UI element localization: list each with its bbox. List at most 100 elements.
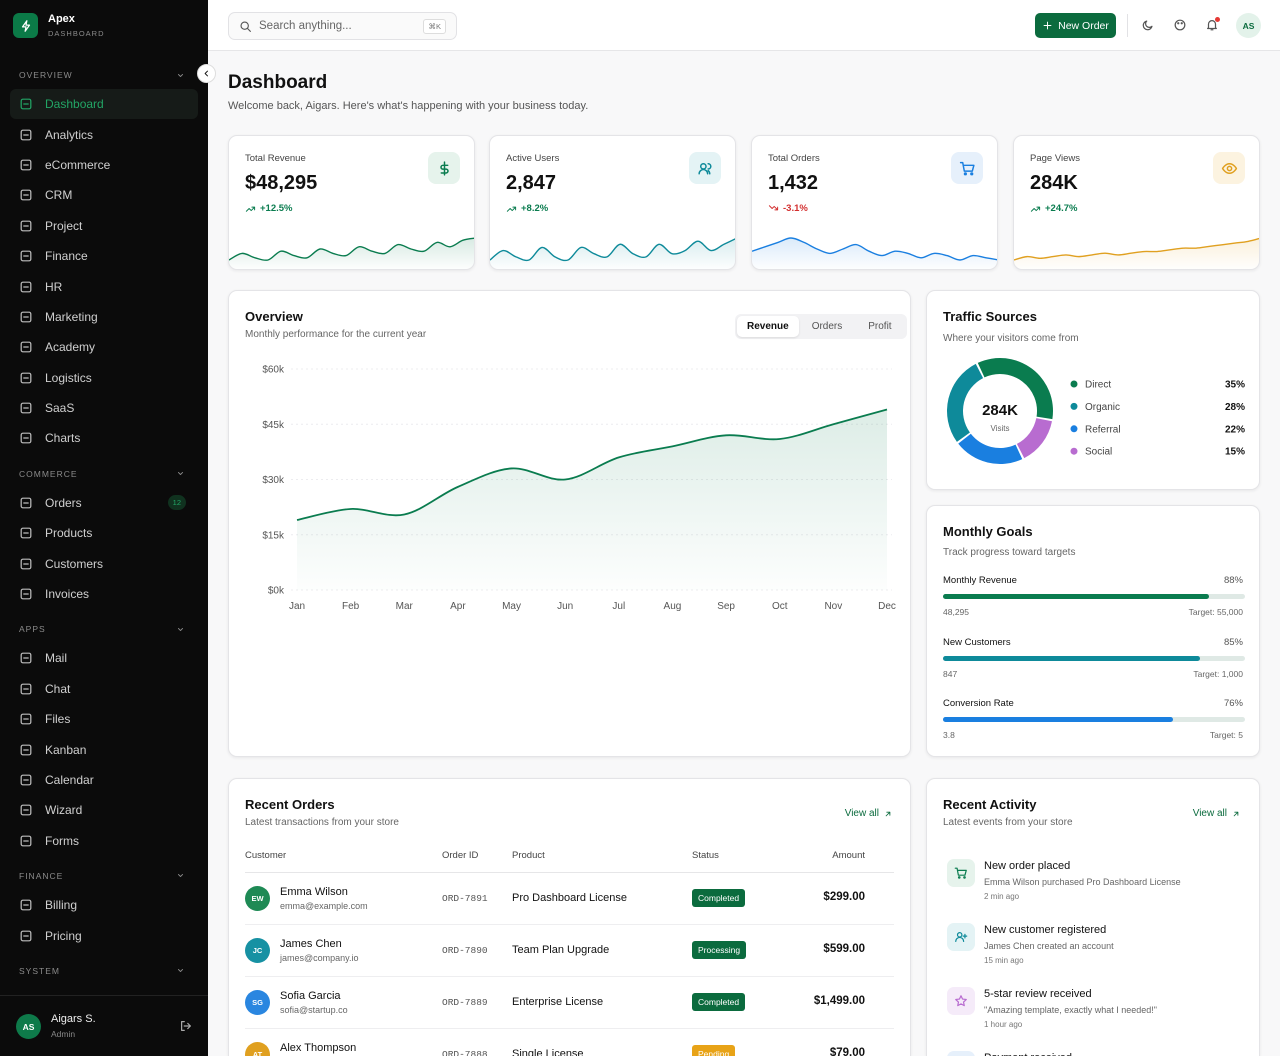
icon [20,744,32,756]
goal-track [943,655,1245,661]
y-tick-label: $60k [262,365,285,376]
icon [20,402,32,414]
icon-part [1043,21,1052,30]
icon-part [20,930,32,941]
order-id: ORD-7891 [442,893,488,904]
nav-item[interactable]: Invoices [10,579,198,609]
icon [20,774,32,786]
tab[interactable]: Profit [868,321,892,332]
view-all[interactable]: View all [1193,808,1241,819]
nav-item[interactable]: Finance [10,241,198,271]
nav-item[interactable]: SaaS [10,393,198,423]
topbar: Search anything... ⌘K New Order AS [208,0,1280,51]
nav-section[interactable]: SYSTEM [10,957,198,985]
stat-change: -3.1% [768,203,808,214]
logout[interactable] [179,1019,193,1038]
notifications[interactable] [1205,17,1220,32]
nav-item[interactable]: Calendar [10,765,198,795]
goal-percent: 88% [1223,575,1243,586]
icon [955,995,967,1007]
icon [1221,162,1237,174]
icon [21,19,30,32]
icon-part [969,171,973,175]
nav-section[interactable]: OVERVIEW [10,61,198,89]
view-all[interactable]: View all [845,808,893,819]
activity-icon [947,859,975,887]
nav-item[interactable]: CRM [10,180,198,210]
nav-item[interactable]: Customers [10,548,198,578]
card-subtitle: Monthly performance for the current year [245,329,427,340]
nav-item[interactable]: eCommerce [10,150,198,180]
goal-bar [943,717,1173,722]
nav-item[interactable]: Project [10,211,198,241]
new-order-label: New Order [1058,19,1109,32]
legend-dot [1070,425,1078,433]
nav-item[interactable]: Files [10,704,198,734]
nav-label: Dashboard [45,97,104,112]
stat-card: Total Revenue $48,295 +12.5% [228,135,475,270]
icon [20,497,32,509]
nav-section-title: OVERVIEW [19,70,73,80]
stat-change: +8.2% [506,203,548,214]
icon-part [1030,206,1041,212]
nav-item[interactable]: Logistics [10,363,198,393]
nav-item[interactable]: Mail [10,643,198,673]
icon [20,189,32,201]
nav-item[interactable]: Billing [10,890,198,920]
icon [20,804,32,816]
nav-label: Mail [45,651,68,666]
theme-toggle[interactable] [1141,18,1155,32]
customer-email: james@company.io [280,953,359,963]
icon-part [245,206,256,212]
page-title: Dashboard [228,72,328,93]
nav-section[interactable]: COMMERCE [10,460,198,488]
icon [181,1021,191,1031]
icon-part [20,98,32,110]
palette[interactable] [1173,18,1187,32]
y-tick-label: $45k [262,420,285,431]
icon [20,341,32,353]
icon [177,73,184,77]
icon [20,250,32,262]
sparkline [752,237,997,269]
nav-item[interactable]: Pricing [10,920,198,950]
nav-item[interactable]: Wizard [10,795,198,825]
new-order-button[interactable]: New Order [1035,13,1116,38]
nav-item[interactable]: HR [10,271,198,301]
stat-value: 1,432 [768,172,819,194]
nav-item[interactable]: Analytics [10,119,198,149]
collapse-button[interactable] [197,64,216,83]
nav-label: Pricing [45,928,82,943]
nav-item[interactable]: Orders 12 [10,488,198,518]
icon-part [20,220,32,232]
page-subtitle: Welcome back, Aigars. Here's what's happ… [228,100,589,112]
tab[interactable]: Orders [811,321,843,332]
nav-item[interactable]: Dashboard [10,89,198,120]
search-box[interactable]: Search anything... ⌘K [228,12,457,40]
nav-section[interactable]: FINANCE [10,862,198,890]
icon-part [20,744,32,756]
nav-item[interactable]: Charts [10,423,198,453]
nav-item[interactable]: Products [10,518,198,548]
x-tick-label: Oct [772,601,788,612]
nav-item[interactable]: Forms [10,826,198,856]
card-subtitle: Latest transactions from your store [245,817,399,828]
goal-target: Target: 55,000 [1188,607,1243,617]
goal-track [943,594,1245,599]
icon [20,899,32,911]
avatar[interactable]: AS [1236,13,1261,38]
nav-item[interactable]: Kanban [10,734,198,764]
nav-item[interactable]: Chat [10,674,198,704]
sparkline-line [490,238,735,262]
product: Enterprise License [512,996,604,1008]
nav-item[interactable]: Academy [10,332,198,362]
nav-item[interactable]: Marketing [10,302,198,332]
icon-part [1180,22,1183,25]
status-badge: Completed [692,889,746,907]
tab[interactable]: Revenue [737,316,799,337]
status-badge: Processing [692,941,747,959]
nav-section[interactable]: APPS [10,615,198,643]
nav-label: CRM [45,188,73,203]
nav-label: Forms [45,833,79,848]
legend-value: 35% [1225,380,1245,391]
